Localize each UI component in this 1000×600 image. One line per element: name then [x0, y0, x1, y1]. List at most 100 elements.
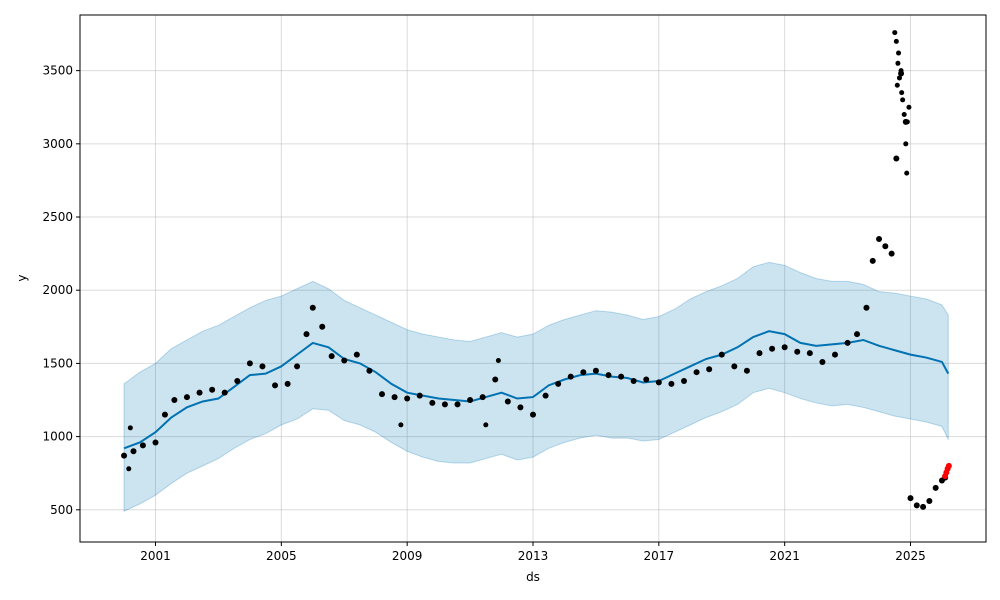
highlight-point — [945, 462, 952, 469]
observed-point — [303, 331, 310, 338]
y-tick-label: 2000 — [42, 283, 73, 297]
observed-point — [479, 394, 486, 401]
observed-point — [126, 466, 132, 472]
observed-point — [272, 382, 279, 389]
observed-point — [681, 377, 687, 384]
observed-point — [404, 395, 411, 402]
observed-point — [161, 411, 168, 418]
observed-point — [904, 170, 910, 176]
observed-point — [391, 394, 398, 401]
observed-point — [896, 50, 902, 56]
observed-point — [454, 401, 461, 408]
observed-point — [379, 391, 385, 398]
observed-point — [294, 363, 301, 370]
y-tick-label: 1500 — [42, 356, 73, 370]
observed-point — [441, 401, 448, 408]
observed-point — [769, 345, 776, 352]
observed-point — [221, 389, 228, 396]
observed-point — [900, 97, 906, 103]
observed-point — [130, 448, 137, 455]
observed-point — [152, 439, 159, 446]
observed-point — [731, 363, 738, 370]
observed-point — [467, 397, 474, 404]
observed-point — [580, 369, 587, 376]
observed-point — [284, 380, 291, 387]
observed-point — [876, 235, 883, 242]
observed-point — [209, 386, 216, 393]
observed-point — [863, 304, 870, 311]
y-axis-label: y — [15, 274, 29, 281]
observed-point — [196, 389, 203, 396]
observed-point — [756, 350, 763, 357]
forecast-line — [123, 330, 950, 450]
x-tick-label: 2017 — [644, 549, 675, 563]
observed-point — [819, 358, 826, 365]
observed-point — [398, 422, 404, 428]
observed-point — [920, 503, 927, 510]
observed-point — [517, 404, 524, 411]
x-axis-label: ds — [526, 570, 540, 584]
uncertainty-band — [123, 261, 949, 513]
y-tick-label: 500 — [50, 503, 73, 517]
x-tick-label: 2001 — [140, 549, 171, 563]
observed-point — [139, 442, 146, 449]
y-tick-label: 3000 — [42, 137, 73, 151]
observed-point — [832, 351, 838, 358]
observed-point — [794, 348, 801, 355]
observed-point — [643, 376, 650, 383]
observed-point — [530, 411, 536, 418]
observed-point — [903, 141, 909, 147]
observed-point — [926, 498, 933, 505]
observed-point — [882, 243, 889, 250]
x-axis: 2001 2005 2009 2013 2017 2021 2025 — [140, 542, 926, 563]
observed-point — [309, 304, 316, 311]
x-tick-label: 2009 — [392, 549, 423, 563]
y-axis: 500 1000 1500 2000 2500 3000 3500 — [42, 64, 80, 517]
x-tick-label: 2005 — [266, 549, 297, 563]
observed-point — [894, 82, 900, 88]
y-tick-label: 1000 — [42, 430, 73, 444]
observed-point — [246, 360, 253, 367]
observed-point — [353, 351, 360, 358]
observed-point — [743, 367, 750, 374]
observed-point — [907, 495, 914, 502]
observed-point — [542, 392, 549, 399]
observed-point — [898, 68, 904, 74]
observed-point — [913, 502, 920, 509]
observed-point — [668, 380, 675, 387]
forecast-lines — [123, 330, 950, 450]
grid-lines — [80, 15, 986, 542]
x-tick-label: 2021 — [769, 549, 800, 563]
uncertainty-interval — [123, 261, 949, 513]
observed-point — [906, 104, 912, 110]
observed-point — [319, 323, 326, 330]
observed-point — [893, 155, 900, 162]
observed-point — [706, 366, 713, 373]
observed-point — [781, 344, 788, 351]
observed-point — [504, 398, 511, 405]
y-tick-label: 3500 — [42, 64, 73, 78]
observed-point — [718, 351, 725, 358]
x-tick-label: 2013 — [518, 549, 549, 563]
observed-point — [234, 377, 241, 384]
observed-point — [429, 399, 436, 406]
observed-point — [904, 119, 910, 125]
observed-point — [171, 397, 178, 404]
observed-point — [416, 392, 423, 399]
observed-point — [854, 331, 861, 338]
observed-point — [483, 422, 489, 428]
observed-point — [895, 60, 901, 66]
observed-point — [127, 425, 133, 431]
observed-point — [892, 30, 898, 36]
observed-point — [183, 394, 190, 401]
y-tick-label: 2500 — [42, 210, 73, 224]
observed-point — [869, 257, 876, 264]
observed-point — [592, 367, 599, 374]
observed-point — [806, 350, 813, 357]
observed-point — [901, 112, 907, 118]
observed-point — [495, 357, 501, 363]
observed-point — [932, 484, 939, 491]
x-tick-label: 2025 — [895, 549, 926, 563]
observed-point — [618, 373, 625, 380]
